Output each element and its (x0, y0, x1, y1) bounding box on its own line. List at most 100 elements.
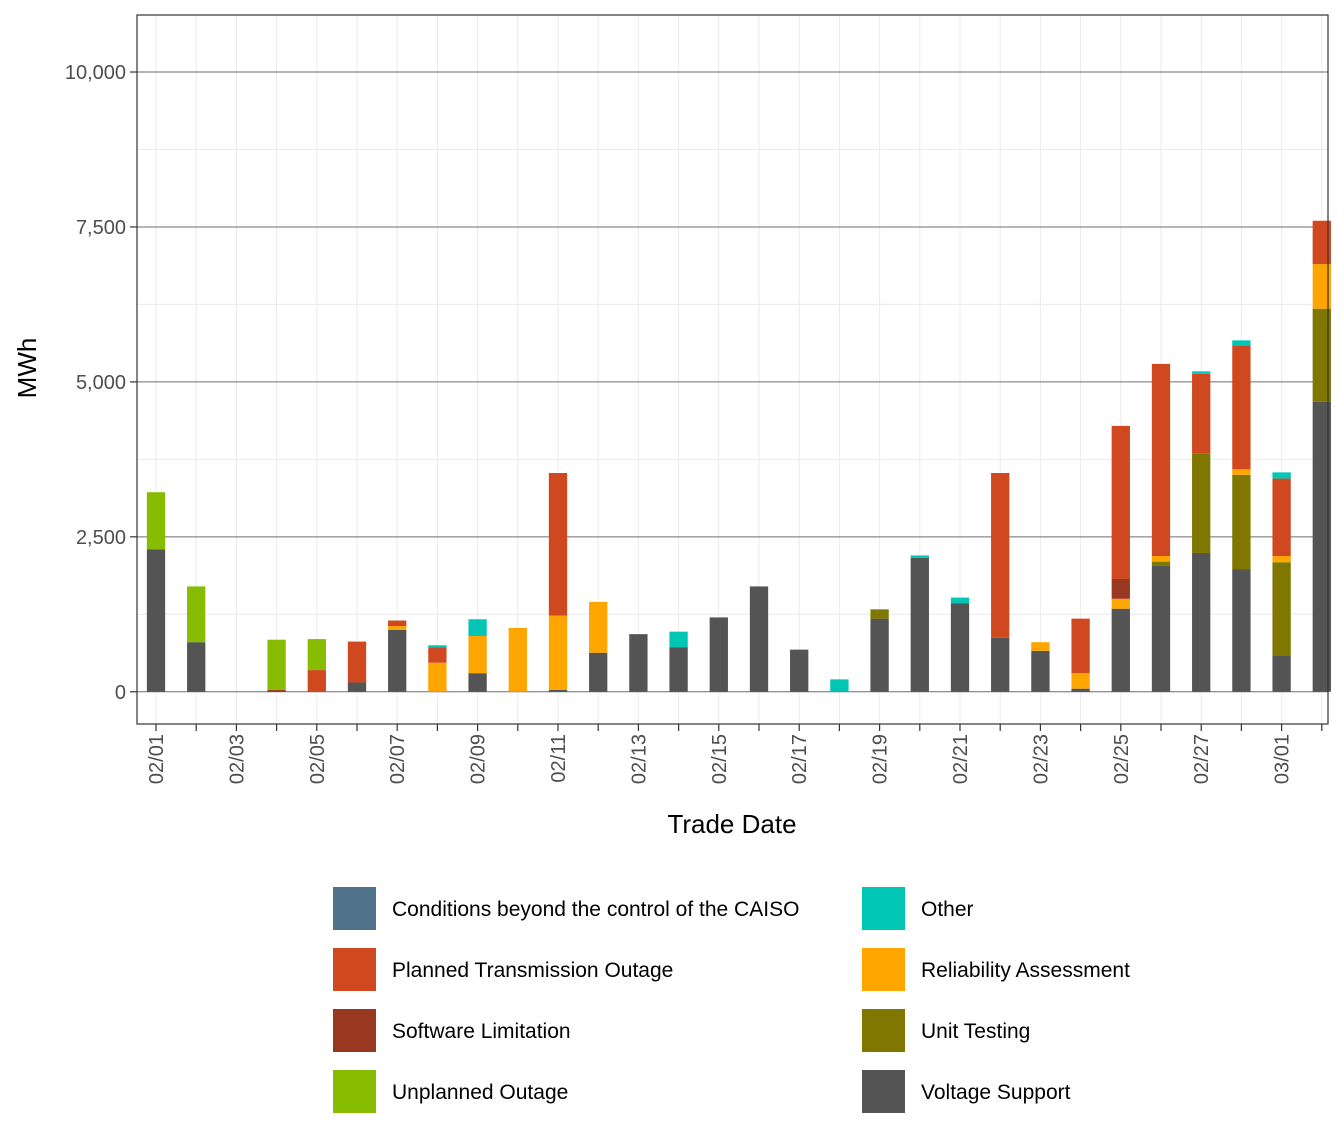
legend-swatch (333, 1070, 376, 1113)
y-axis: 0 2,500 5,000 7,500 10,000 (65, 62, 137, 704)
bar-segment: 02/26 – Voltage Support: 2030 (1151, 565, 1171, 692)
x-tick-label: 02/19 (870, 734, 892, 784)
bar-segment: 02/26 – Unit Testing: 70 (1151, 561, 1171, 566)
bar-segment: 02/12 – Voltage Support: 630 (589, 652, 608, 692)
legend-swatch (862, 1009, 905, 1052)
legend-swatch (333, 948, 376, 991)
bar-segment: 02/25 – Software Limitation: 320 (1111, 578, 1130, 599)
bar-segment: 02/26 – Planned Transmission Outage: 310… (1151, 363, 1171, 557)
bar-segment: 02/24 – Planned Transmission Outage: 880 (1071, 618, 1090, 674)
bar-segment: 02/27 – Unit Testing: 1600 (1192, 453, 1211, 553)
bar-segment: 02/02 – Unplanned Outage: 900 (187, 586, 206, 643)
x-tick-label: 02/07 (387, 734, 409, 784)
bar-segment: 03/01 – Other: 100 (1272, 472, 1291, 479)
bar-segment: 02/23 – Voltage Support: 660 (1031, 650, 1050, 692)
bar-segment: 02/12 – Reliability Assessment: 820 (589, 601, 608, 653)
x-tick-label: 02/13 (628, 734, 650, 784)
y-tick-label: 7,500 (76, 217, 126, 239)
legend-label: Conditions beyond the control of the CAI… (392, 898, 799, 921)
legend-label: Software Limitation (392, 1020, 571, 1043)
bar-segment: 02/17 – Voltage Support: 680 (790, 649, 809, 692)
bar-segment: 02/06 – Voltage Support: 150 (347, 682, 367, 692)
bar-segment: 03/02 – Unit Testing: 1500 (1312, 308, 1331, 402)
x-tick-label: 02/03 (226, 734, 248, 784)
bar-segment: 02/13 – Voltage Support: 930 (629, 634, 648, 692)
bar-segment: 02/07 – Reliability Assessment: 60 (388, 626, 407, 630)
x-tick-label: 02/09 (468, 734, 490, 784)
bar-segment: 02/09 – Reliability Assessment: 600 (468, 635, 487, 674)
legend-label: Unplanned Outage (392, 1081, 568, 1104)
bar-segment: 02/22 – Voltage Support: 870 (991, 637, 1010, 692)
x-tick-label: 02/11 (548, 734, 570, 783)
bar-segment: 02/11 – Planned Transmission Outage: 230… (548, 473, 568, 616)
bar-segment: 02/28 – Other: 80 (1232, 340, 1251, 346)
bar-segment: 02/14 – Other: 250 (669, 631, 688, 648)
y-tick-label: 5,000 (76, 372, 126, 394)
bar-segment: 02/11 – Voltage Support: 30 (548, 689, 568, 692)
bar-segment: 02/05 – Planned Transmission Outage: 350 (307, 670, 326, 692)
x-tick-label: 02/17 (789, 734, 811, 784)
legend-label: Other (921, 898, 974, 921)
bar-segment: 02/05 – Unplanned Outage: 500 (307, 639, 326, 671)
x-tick-label: 03/01 (1272, 734, 1294, 784)
legend-label: Reliability Assessment (921, 959, 1130, 982)
y-tick-label: 0 (115, 682, 126, 704)
bar-segment: 02/28 – Reliability Assessment: 90 (1232, 469, 1251, 475)
legend-swatch (862, 887, 905, 930)
legend: Conditions beyond the control of the CAI… (333, 887, 1130, 1113)
bar-segment: 03/01 – Reliability Assessment: 100 (1272, 556, 1291, 563)
bar-segment: 02/24 – Voltage Support: 50 (1071, 688, 1090, 692)
bar-segment: 02/07 – Planned Transmission Outage: 90 (388, 620, 407, 627)
y-tick-label: 2,500 (76, 527, 126, 549)
bar-segment: 02/16 – Voltage Support: 1700 (749, 586, 769, 692)
bar-segment: 02/02 – Voltage Support: 800 (187, 642, 206, 692)
bar-segment: 02/26 – Reliability Assessment: 90 (1151, 556, 1171, 562)
bar-segment: 03/01 – Planned Transmission Outage: 125… (1272, 478, 1291, 557)
bar-segment: 02/06 – Planned Transmission Outage: 660 (347, 641, 367, 683)
legend-label: Unit Testing (921, 1020, 1030, 1043)
bar-segment: 02/24 – Reliability Assessment: 250 (1071, 673, 1090, 689)
bar-segment: 02/14 – Voltage Support: 720 (669, 647, 688, 692)
bar-segment: 03/02 – Planned Transmission Outage: 700 (1312, 220, 1331, 265)
bar-segment: 02/04 – Unplanned Outage: 810 (267, 639, 286, 690)
x-tick-label: 02/15 (709, 734, 731, 784)
bar-segment: 03/01 – Unit Testing: 1500 (1272, 562, 1291, 656)
y-tick-label: 10,000 (65, 62, 126, 84)
bars-layer: 02/01 – Voltage Support: 230002/01 – Unp… (146, 220, 1331, 692)
bar-segment: 02/08 – Reliability Assessment: 470 (428, 662, 447, 692)
plot-panel-border (136, 14, 1329, 725)
bar-segment: 02/28 – Planned Transmission Outage: 200… (1232, 345, 1251, 470)
bar-segment: 02/15 – Voltage Support: 1200 (709, 617, 728, 692)
bar-segment: 02/09 – Other: 270 (468, 619, 487, 636)
bar-segment: 02/27 – Other: 40 (1192, 371, 1211, 374)
bar-segment: 02/20 – Voltage Support: 2160 (910, 557, 929, 692)
bar-segment: 02/25 – Voltage Support: 1340 (1111, 608, 1130, 692)
legend-label: Voltage Support (921, 1081, 1071, 1104)
bar-segment: 02/21 – Voltage Support: 1430 (950, 603, 970, 692)
x-tick-label: 02/25 (1111, 734, 1133, 784)
x-axis: 02/01 02/03 02/05 02/07 02/09 02/11 02/13 02/15… (146, 724, 1323, 784)
bar-segment: 02/25 – Planned Transmission Outage: 247… (1111, 425, 1130, 579)
bar-segment: 02/20 – Other: 40 (910, 555, 929, 558)
legend-swatch (862, 948, 905, 991)
bar-segment: 03/02 – Voltage Support: 4680 (1312, 401, 1331, 692)
legend-label: Planned Transmission Outage (392, 959, 673, 982)
x-tick-label: 02/05 (307, 734, 329, 784)
bar-segment: 02/25 – Reliability Assessment: 160 (1111, 598, 1130, 609)
x-axis-title: Trade Date (667, 809, 796, 839)
bar-segment: 02/21 – Other: 90 (950, 597, 970, 604)
bar-segment: 02/28 – Voltage Support: 1980 (1232, 569, 1251, 692)
bar-segment: 02/10 – Reliability Assessment: 1030 (508, 627, 527, 692)
x-tick-label: 02/27 (1191, 734, 1213, 784)
bar-segment: 02/01 – Voltage Support: 2300 (146, 549, 166, 692)
bar-segment: 02/01 – Unplanned Outage: 920 (146, 492, 166, 550)
bar-segment: 02/08 – Other: 30 (428, 645, 447, 648)
bar-segment: 02/09 – Voltage Support: 300 (468, 673, 487, 692)
legend-swatch (333, 887, 376, 930)
bar-segment: 02/07 – Voltage Support: 1000 (388, 629, 407, 692)
bar-segment: 02/08 – Planned Transmission Outage: 250 (428, 647, 447, 663)
bar-segment: 02/27 – Planned Transmission Outage: 129… (1192, 373, 1211, 454)
bar-segment: 02/27 – Voltage Support: 2240 (1192, 552, 1211, 692)
y-axis-title: MWh (12, 338, 42, 399)
